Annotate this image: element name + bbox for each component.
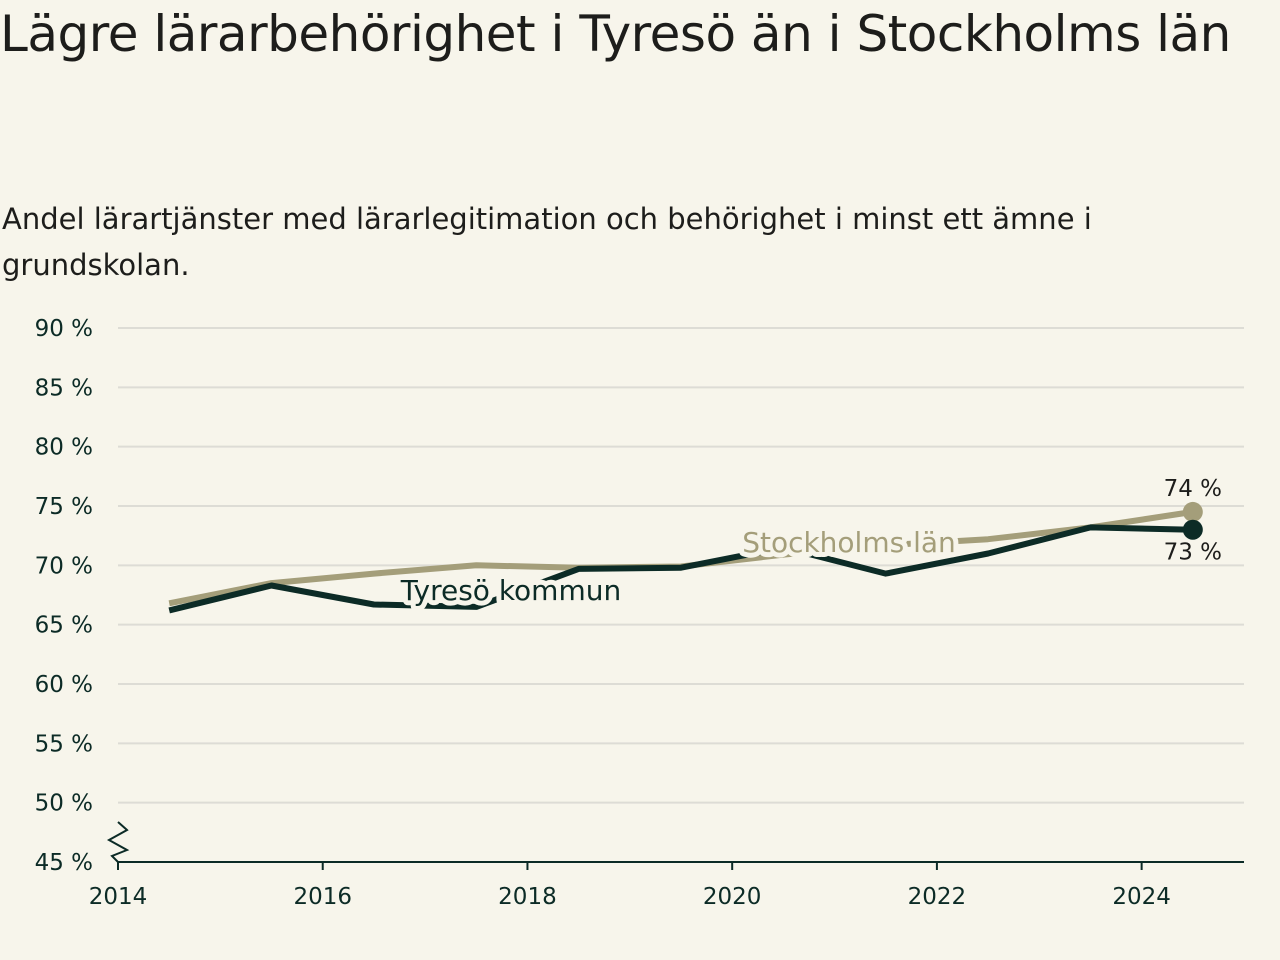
series-label-stockholms-lan-halo: Stockholms län (742, 526, 956, 559)
series-label-tyreso-kommun-halo: Tyresö kommun (400, 574, 621, 607)
labels: 45 % 50 % 55 % 60 % 65 % 70 % 75 % 80 % 85 % 90 %… (35, 316, 1222, 910)
axis-break-icon (106, 821, 130, 863)
x-tick-label: 2018 (498, 884, 557, 910)
chart-subtitle: Andel lärartjänster med lärarlegitimatio… (2, 202, 1092, 282)
end-marker-stockholms-lan (1182, 501, 1203, 522)
x-tick-label: 2020 (703, 884, 762, 910)
series-line-stockholms-lan (168, 508, 1194, 607)
x-tick-label: 2022 (908, 884, 967, 910)
x-tick-label: 2024 (1112, 884, 1171, 910)
chart-title: Lägre lärarbehörighet i Tyresö än i Stoc… (0, 5, 1231, 63)
y-tick-label: 45 % (35, 850, 93, 876)
y-tick-label: 90 % (35, 316, 93, 342)
axes (106, 821, 1244, 870)
end-label-tyreso-kommun: 73 % (1164, 540, 1222, 566)
series-line-tyreso-kommun (168, 524, 1193, 614)
series-label-tyreso-kommun: Tyresö kommun (400, 574, 621, 607)
y-tick-label: 50 % (35, 791, 93, 817)
series (168, 501, 1203, 614)
x-tick-label: 2014 (89, 884, 148, 910)
y-tick-label: 80 % (35, 435, 93, 461)
y-tick-label: 85 % (35, 375, 93, 401)
series-label-stockholms-lan: Stockholms län (742, 526, 956, 559)
end-marker-tyreso-kommun (1182, 519, 1203, 540)
y-tick-label: 55 % (35, 731, 93, 757)
y-tick-label: 70 % (35, 553, 93, 579)
y-tick-label: 65 % (35, 613, 93, 639)
end-label-stockholms-lan: 74 % (1164, 476, 1222, 502)
y-tick-label: 75 % (35, 494, 93, 520)
x-tick-label: 2016 (293, 884, 352, 910)
y-tick-label: 60 % (35, 672, 93, 698)
